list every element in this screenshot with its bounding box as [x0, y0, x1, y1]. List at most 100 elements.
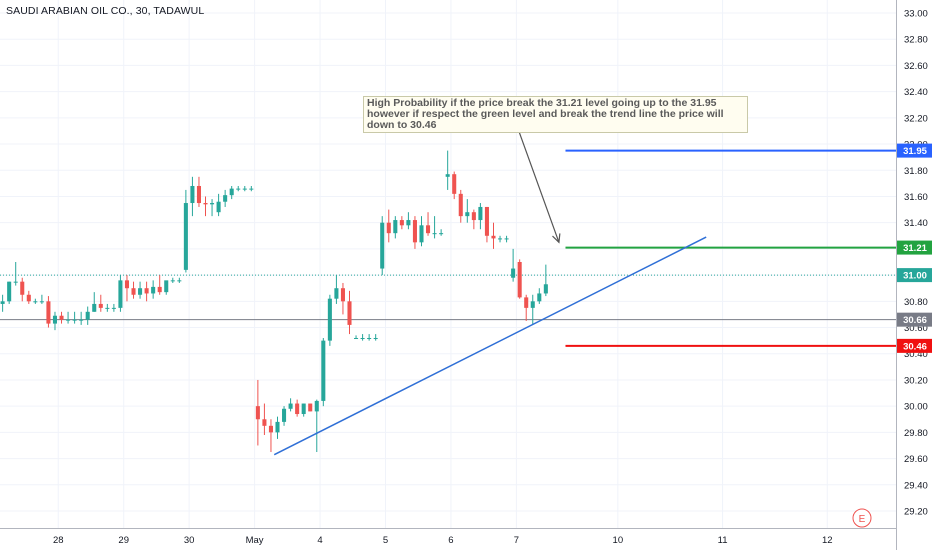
candle: [524, 294, 529, 321]
candle-body: [537, 293, 542, 302]
horizontal-levels: [0, 149, 896, 347]
candle-body: [177, 280, 182, 282]
candles: [0, 150, 548, 453]
candle: [543, 264, 548, 297]
candle-body: [399, 220, 404, 226]
candle-body: [517, 262, 522, 298]
price-label-bg: [897, 312, 932, 327]
candle: [0, 294, 5, 312]
candle-body: [354, 338, 359, 340]
candle-body: [92, 303, 97, 312]
candle-body: [131, 288, 136, 295]
candle-body: [478, 206, 483, 221]
candle: [124, 275, 130, 302]
candle: [72, 311, 77, 324]
price-label-bg: [897, 143, 932, 158]
candle: [229, 185, 234, 200]
candle: [170, 277, 175, 283]
y-tick-label: 29.80: [904, 428, 928, 439]
candle: [354, 335, 359, 340]
y-tick-label: 30.60: [904, 323, 928, 334]
candle-body: [151, 286, 156, 294]
y-tick-label: 31.40: [904, 218, 928, 229]
candle-body: [46, 301, 51, 324]
candle-body: [543, 284, 548, 294]
candle: [439, 229, 444, 236]
candle: [111, 303, 116, 312]
candle: [432, 216, 437, 239]
candle-body: [85, 311, 90, 320]
trend-line[interactable]: [273, 236, 707, 456]
candle: [236, 185, 241, 192]
x-tick-label: 28: [53, 535, 64, 546]
candle: [445, 150, 450, 190]
candle: [118, 275, 123, 312]
candle: [13, 262, 18, 286]
candle: [314, 399, 319, 453]
candle: [380, 216, 385, 276]
candle-body: [13, 281, 18, 283]
candle-body: [249, 188, 254, 190]
x-tick-label: 4: [317, 535, 322, 546]
candle-body: [314, 400, 319, 412]
grid: [0, 0, 896, 528]
candle-body: [419, 225, 424, 243]
y-tick-label: 30.20: [904, 375, 928, 386]
candle-body: [504, 238, 509, 240]
candle-body: [66, 319, 71, 321]
annotation-arrow[interactable]: [512, 115, 560, 243]
price-label: 31.21: [903, 243, 927, 254]
candle: [85, 306, 90, 325]
x-tick-label: 5: [383, 535, 388, 546]
y-tick-label: 32.40: [904, 87, 928, 98]
candle-body: [210, 203, 215, 205]
candle: [177, 277, 182, 283]
candle: [216, 193, 221, 217]
candle-body: [111, 307, 116, 309]
candle-body: [373, 338, 378, 340]
candle-body: [524, 297, 529, 308]
candle: [275, 416, 280, 439]
candle: [321, 338, 326, 407]
candle-body: [347, 301, 352, 325]
candle-body: [190, 185, 195, 204]
candle-body: [458, 193, 463, 217]
candle: [7, 281, 12, 304]
trendline-layer: [273, 115, 707, 456]
candle: [92, 292, 97, 312]
annotation-callout[interactable]: High Probability if the price break the …: [363, 96, 748, 133]
candle: [203, 196, 208, 217]
candle-body: [321, 340, 326, 401]
candle: [327, 294, 332, 346]
candle: [268, 419, 273, 453]
candle: [282, 406, 287, 426]
earnings-badge[interactable]: [852, 508, 872, 528]
candle-body: [255, 406, 260, 420]
candle-body: [33, 301, 38, 303]
candle: [295, 399, 300, 417]
y-tick-label: 32.20: [904, 113, 928, 124]
annotation-arrow-head: [552, 233, 561, 244]
candle: [26, 290, 31, 304]
y-tick-label: 29.40: [904, 480, 928, 491]
candle-body: [360, 338, 365, 340]
candle-body: [79, 319, 84, 321]
candle: [412, 216, 417, 249]
candle-body: [308, 403, 313, 412]
candle-body: [445, 174, 450, 177]
x-tick-label: 7: [514, 535, 519, 546]
candle: [138, 281, 143, 299]
candle-body: [367, 338, 372, 340]
candle-body: [242, 188, 247, 190]
candle-body: [52, 315, 58, 324]
y-tick-label: 31.80: [904, 166, 928, 177]
candle: [373, 334, 378, 341]
price-label: 31.00: [903, 271, 927, 282]
candle: [249, 185, 254, 192]
candle: [190, 176, 195, 217]
y-tick-label: 29.60: [904, 454, 928, 465]
candle: [157, 275, 162, 295]
